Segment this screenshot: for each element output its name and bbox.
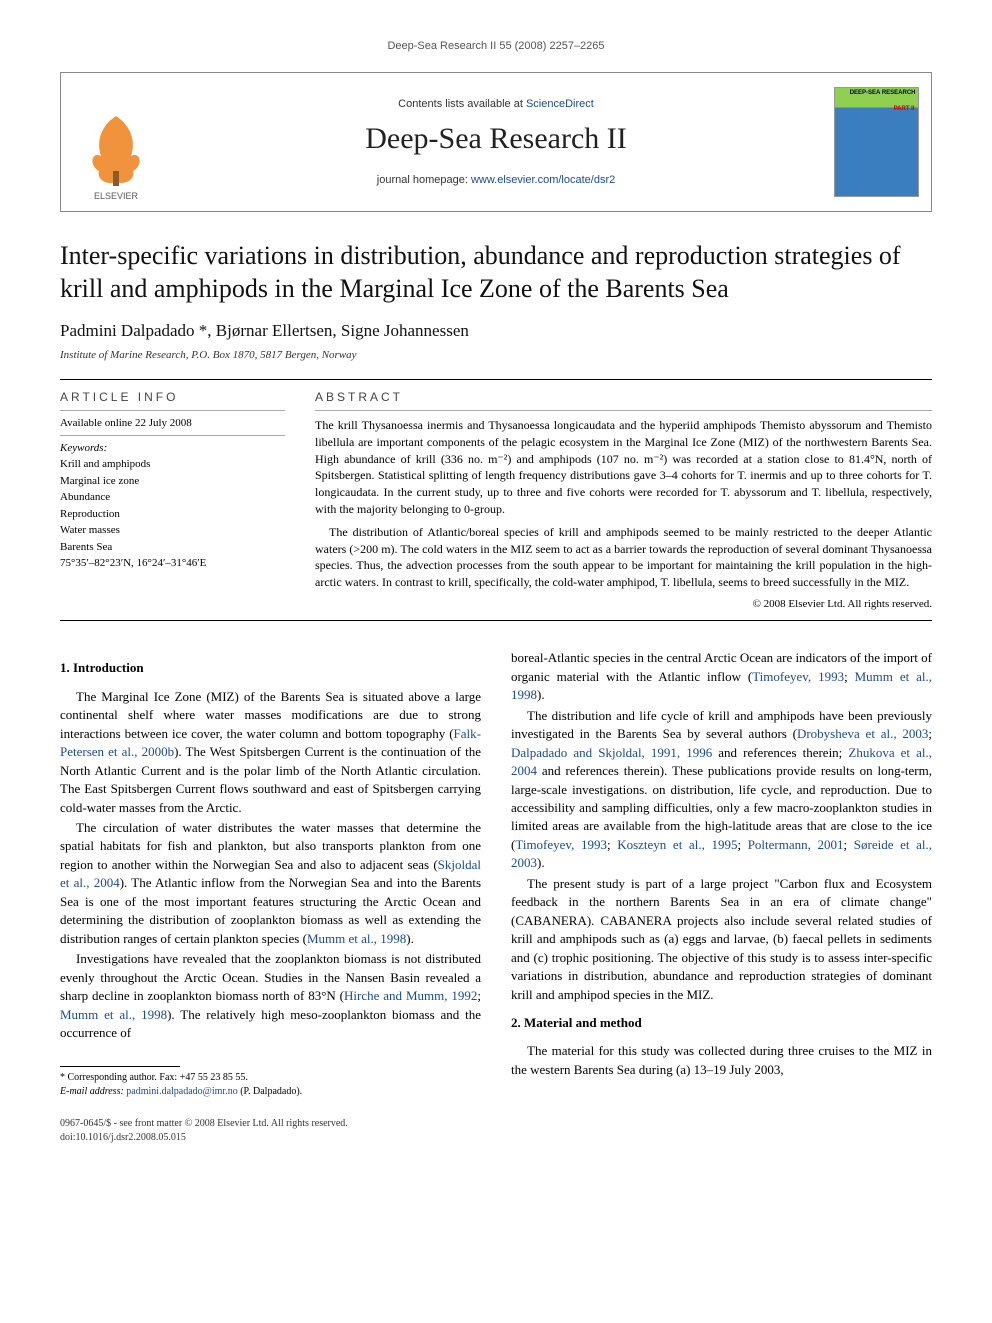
email-link[interactable]: padmini.dalpadado@imr.no: [126, 1086, 237, 1097]
citation[interactable]: Timofeyev, 1993: [515, 837, 607, 852]
keyword: Water masses: [60, 522, 285, 539]
footnote: * Corresponding author. Fax: +47 55 23 8…: [60, 1071, 481, 1099]
article-info-label: ARTICLE INFO: [60, 390, 285, 404]
footnote-separator: [60, 1066, 180, 1067]
abstract-label: ABSTRACT: [315, 390, 932, 404]
thin-rule-3: [315, 410, 932, 411]
doi-line: doi:10.1016/j.dsr2.2008.05.015: [60, 1131, 932, 1145]
keyword: Barents Sea: [60, 539, 285, 556]
methods-p1: The material for this study was collecte…: [511, 1042, 932, 1079]
svg-text:ELSEVIER: ELSEVIER: [94, 191, 139, 201]
homepage-prefix: journal homepage:: [377, 174, 471, 186]
authors: Padmini Dalpadado *, Bjørnar Ellertsen, …: [60, 321, 932, 341]
intro-p4: boreal-Atlantic species in the central A…: [511, 649, 932, 704]
affiliation: Institute of Marine Research, P.O. Box 1…: [60, 349, 932, 361]
intro-p2: The circulation of water distributes the…: [60, 819, 481, 948]
contents-line: Contents lists available at ScienceDirec…: [398, 98, 594, 110]
available-online: Available online 22 July 2008: [60, 417, 285, 429]
journal-name: Deep-Sea Research II: [365, 122, 627, 156]
running-header: Deep-Sea Research II 55 (2008) 2257–2265: [60, 40, 932, 52]
intro-p1: The Marginal Ice Zone (MIZ) of the Baren…: [60, 688, 481, 817]
article-info: ARTICLE INFO Available online 22 July 20…: [60, 390, 285, 612]
citation[interactable]: Drobysheva et al., 2003: [797, 726, 928, 741]
thin-rule-1: [60, 410, 285, 411]
keyword: 75°35′–82°23′N, 16°24′–31°46′E: [60, 555, 285, 572]
article-title: Inter-specific variations in distributio…: [60, 240, 932, 305]
homepage-link[interactable]: www.elsevier.com/locate/dsr2: [471, 174, 615, 186]
front-matter-footer: 0967-0645/$ - see front matter © 2008 El…: [60, 1117, 932, 1145]
cover-part: PART II: [894, 106, 915, 112]
issn-line: 0967-0645/$ - see front matter © 2008 El…: [60, 1117, 932, 1131]
homepage-line: journal homepage: www.elsevier.com/locat…: [377, 174, 615, 186]
citation[interactable]: Poltermann, 2001: [748, 837, 844, 852]
citation[interactable]: Dalpadado and Skjoldal, 1991, 1996: [511, 745, 712, 760]
keywords-list: Krill and amphipods Marginal ice zone Ab…: [60, 456, 285, 572]
sciencedirect-link[interactable]: ScienceDirect: [526, 98, 594, 110]
citation[interactable]: Koszteyn et al., 1995: [617, 837, 737, 852]
citation[interactable]: Mumm et al., 1998: [307, 931, 406, 946]
intro-p6: The present study is part of a large pro…: [511, 875, 932, 1004]
column-right: boreal-Atlantic species in the central A…: [511, 649, 932, 1099]
column-left: 1. Introduction The Marginal Ice Zone (M…: [60, 649, 481, 1099]
keyword: Abundance: [60, 489, 285, 506]
cover-title: DEEP-SEA RESEARCH: [837, 90, 916, 96]
thin-rule-2: [60, 435, 285, 436]
citation[interactable]: Mumm et al., 1998: [60, 1007, 167, 1022]
abstract-copyright: © 2008 Elsevier Ltd. All rights reserved…: [315, 597, 932, 612]
contents-prefix: Contents lists available at: [398, 98, 526, 110]
keyword: Krill and amphipods: [60, 456, 285, 473]
email-line: E-mail address: padmini.dalpadado@imr.no…: [60, 1085, 481, 1099]
intro-p5: The distribution and life cycle of krill…: [511, 707, 932, 873]
publisher-logo: ELSEVIER: [61, 73, 171, 211]
elsevier-tree-icon: ELSEVIER: [81, 111, 151, 201]
masthead: ELSEVIER Contents lists available at Sci…: [60, 72, 932, 212]
abstract-p2: The distribution of Atlantic/boreal spec…: [315, 524, 932, 591]
journal-cover-thumb: DEEP-SEA RESEARCH PART II: [834, 87, 919, 197]
abstract: ABSTRACT The krill Thysanoessa inermis a…: [315, 390, 932, 612]
methods-heading: 2. Material and method: [511, 1014, 932, 1032]
intro-heading: 1. Introduction: [60, 659, 481, 677]
keyword: Reproduction: [60, 506, 285, 523]
citation[interactable]: Hirche and Mumm, 1992: [344, 988, 477, 1003]
intro-p3: Investigations have revealed that the zo…: [60, 950, 481, 1042]
keyword: Marginal ice zone: [60, 473, 285, 490]
corresponding-author: * Corresponding author. Fax: +47 55 23 8…: [60, 1071, 481, 1085]
rule-bottom: [60, 620, 932, 621]
keywords-heading: Keywords:: [60, 442, 285, 454]
citation[interactable]: Timofeyev, 1993: [752, 669, 844, 684]
rule-top: [60, 379, 932, 380]
abstract-p1: The krill Thysanoessa inermis and Thysan…: [315, 417, 932, 518]
